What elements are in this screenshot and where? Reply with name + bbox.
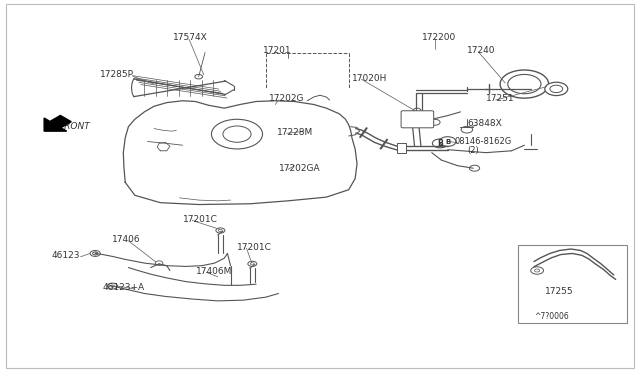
Circle shape [216,228,225,233]
Text: 17574X: 17574X [173,33,208,42]
Circle shape [430,119,440,125]
Text: 08146-8162G: 08146-8162G [454,137,511,146]
Text: 63848X: 63848X [467,119,502,128]
Text: 46123: 46123 [52,251,80,260]
Text: 17020H: 17020H [352,74,387,83]
Circle shape [93,252,98,255]
Circle shape [440,137,456,146]
Circle shape [111,285,115,287]
Circle shape [248,261,257,266]
Text: B: B [445,138,451,145]
Bar [397,143,406,153]
Circle shape [469,165,479,171]
Text: 17406: 17406 [113,235,141,244]
Text: B: B [437,139,443,148]
Polygon shape [44,115,71,131]
Circle shape [211,119,262,149]
Circle shape [108,283,118,289]
Circle shape [413,108,421,113]
Circle shape [223,126,251,142]
FancyBboxPatch shape [401,111,434,128]
Bar [518,245,627,323]
Text: 17406M: 17406M [195,267,232,276]
Circle shape [156,261,163,265]
Text: (2): (2) [467,146,479,155]
Text: 17240: 17240 [467,46,495,55]
Circle shape [218,230,222,232]
Text: 17202GA: 17202GA [278,164,320,173]
Circle shape [250,263,254,265]
Text: 17228M: 17228M [276,128,313,137]
Circle shape [508,74,541,94]
Text: 17255: 17255 [545,287,574,296]
Circle shape [90,250,100,256]
Circle shape [195,74,202,79]
Circle shape [550,85,563,93]
Text: ^7?0006: ^7?0006 [534,312,568,321]
Text: 46123+A: 46123+A [103,283,145,292]
Circle shape [433,139,448,148]
Circle shape [545,82,568,96]
Text: 17202G: 17202G [269,94,305,103]
Circle shape [531,267,543,274]
Circle shape [500,70,548,98]
Text: 17201: 17201 [262,46,291,55]
Text: 17201C: 17201C [182,215,218,224]
Text: 17285P: 17285P [100,70,134,79]
Text: 172200: 172200 [422,33,456,42]
Text: 17201C: 17201C [237,243,272,251]
Text: FRONT: FRONT [60,122,90,131]
Text: 17251: 17251 [486,94,515,103]
Circle shape [461,126,472,133]
Polygon shape [124,101,357,205]
